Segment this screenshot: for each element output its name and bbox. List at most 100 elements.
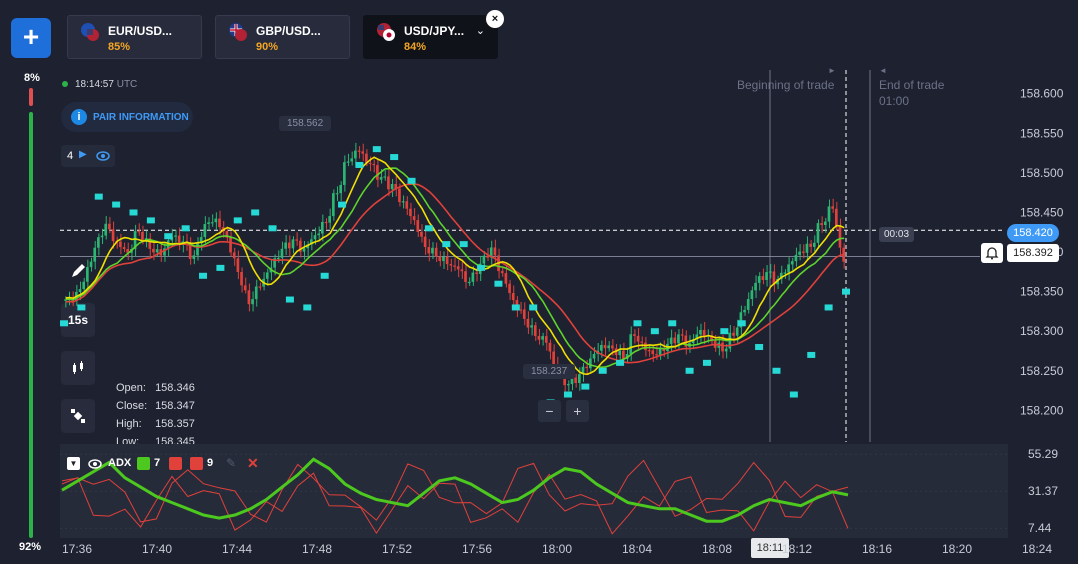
collapse-icon[interactable]: ▼ [67,457,80,470]
chart-type-button[interactable] [61,351,95,385]
ohlc-open: 158.346 [155,382,195,394]
psar-dot [720,328,729,335]
candle-body [669,337,673,344]
candle-body [533,325,537,336]
indicators-control[interactable]: 4 ▶ [61,145,115,167]
di-minus-color-swatch[interactable] [190,457,203,470]
psar-dot [251,209,260,216]
zoom-in-button[interactable]: + [566,400,589,422]
draw-tool-button[interactable] [61,254,95,288]
candle-body [673,337,677,344]
timeframe-button[interactable]: 15s [61,303,95,337]
y-tick-label: 158.450 [1020,205,1064,219]
price-chart[interactable]: 158.600158.550158.500158.450158.400158.3… [60,70,1078,442]
pair-information-label: PAIR INFORMATION [93,112,189,123]
signals-button[interactable] [61,399,95,433]
psar-dot [285,296,294,303]
candle-body [823,221,827,226]
candle-body [754,282,757,291]
candle-body [108,223,111,230]
candle-body [196,242,199,256]
sentiment-down-label: 92% [19,541,42,553]
candle-body [691,339,695,344]
candle-body [552,351,555,365]
adx-label: ADX [108,457,132,469]
psar-dot [181,225,190,232]
psar-dot [94,193,103,200]
edit-indicator-icon[interactable]: ✎ [226,456,237,470]
candle-body [625,354,629,359]
candle-body [508,283,511,294]
candle-body [710,335,713,342]
play-icon[interactable]: ▶ [79,149,87,160]
chevron-down-icon[interactable]: ⌄ [475,25,485,37]
y-tick-label: 158.550 [1020,126,1064,140]
candle-body [427,247,431,254]
psar-dot [233,217,242,224]
x-tick-label: 18:12 [782,542,813,556]
psar-dot [303,304,312,311]
di-plus-color-swatch[interactable] [169,457,182,470]
candle-body [482,255,486,264]
candle-body [368,162,372,165]
close-tab-button[interactable]: × [486,10,504,28]
candle-body [644,342,647,351]
add-asset-button[interactable]: + [11,18,51,58]
psar-dot [164,233,173,240]
candle-body [471,272,475,282]
candle-body [207,222,210,225]
candle-body [232,252,236,259]
candle-body [585,366,589,369]
candle-body [177,235,181,245]
price-alert-button[interactable] [981,243,1003,263]
candle-body [445,256,449,265]
candle-body [218,218,221,228]
candle-body [809,243,812,247]
psar-dot [529,304,538,311]
adx-color-swatch[interactable] [137,457,150,470]
remove-indicator-icon[interactable]: ✕ [247,455,259,471]
psar-dot [146,217,155,224]
psar-dot [668,320,677,327]
candle-body [365,153,368,163]
current-time-marker: 18:11 [751,538,789,558]
candle-body [350,158,354,162]
psar-dot [338,201,347,208]
candle-body [787,264,790,273]
eye-icon[interactable] [96,150,110,162]
candle-body [636,335,640,342]
candle-body [155,249,159,253]
high-marker: 158.562 [279,116,332,131]
candle-body [500,271,504,274]
asset-tab-usdjpy[interactable]: USD/JPY... 84% ⌄ [363,15,498,59]
x-tick-label: 18:00 [542,542,573,556]
candle-body [801,251,805,253]
sentiment-up-fill [29,88,33,106]
candle-body [779,272,783,279]
candle-body [320,221,324,234]
candle-body [566,384,570,386]
di-minus-line [61,472,849,535]
candle-body [405,201,409,209]
candle-body [574,377,577,383]
sentiment-bar [29,88,33,538]
candle-body [291,239,295,249]
candle-body [247,290,251,305]
asset-tab-eurusd[interactable]: EUR/USD... 85% [67,15,202,59]
candle-body [298,240,302,252]
candle-body [376,165,379,180]
asset-tab-gbpusd[interactable]: GBP/USD... 90% [215,15,350,59]
pair-information-button[interactable]: i PAIR INFORMATION [61,102,193,132]
ohlc-high: 158.357 [155,418,195,430]
psar-dot [199,272,208,279]
candle-body [210,222,214,224]
psar-dot [355,161,364,168]
x-tick-label: 18:16 [862,542,893,556]
eye-icon[interactable] [88,458,102,470]
asset-tab-payout: 90% [256,41,279,53]
candle-body [394,183,398,189]
candle-body [442,256,445,262]
zoom-out-button[interactable]: − [538,400,561,422]
line-price-badge: 158.392 [1007,244,1059,262]
adx-period-2: 9 [207,457,214,469]
